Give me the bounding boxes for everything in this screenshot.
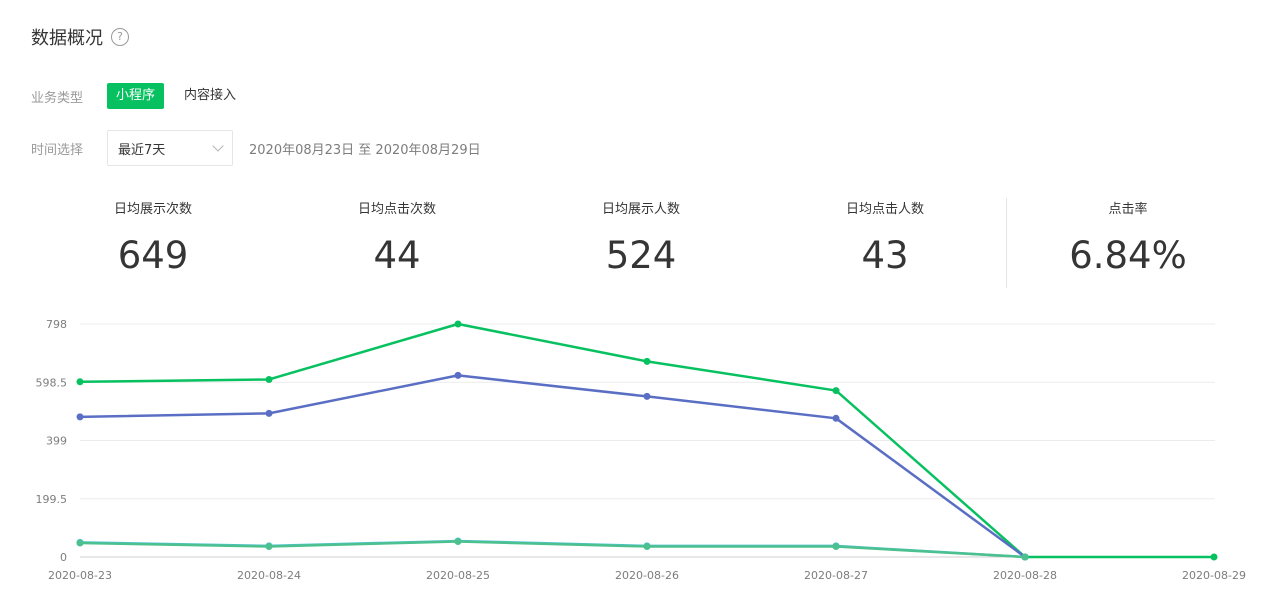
stat-daily-clicks: 日均点击次数 44 [297, 198, 497, 277]
y-tick-label: 0 [60, 551, 67, 564]
x-tick-label: 2020-08-29 [1182, 569, 1246, 582]
business-type-filter: 业务类型 小程序 内容接入 [31, 83, 256, 109]
date-range-text: 2020年08月23日 至 2020年08月29日 [249, 142, 481, 158]
time-filter: 时间选择 最近7天 2020年08月23日 至 2020年08月29日 [31, 130, 481, 166]
stat-daily-impressions: 日均展示次数 649 [53, 198, 253, 277]
x-tick-label: 2020-08-24 [237, 569, 301, 582]
page-title: 数据概况 [31, 28, 103, 49]
y-tick-label: 598.5 [36, 376, 68, 389]
series-point [1021, 553, 1029, 561]
x-tick-label: 2020-08-25 [426, 569, 490, 582]
series-point [454, 371, 462, 379]
page-header: 数据概况 ? [31, 24, 129, 50]
stat-value: 6.84% [1069, 234, 1187, 277]
time-range-select[interactable]: 最近7天 [107, 130, 233, 166]
series-point [1210, 553, 1218, 561]
x-tick-label: 2020-08-26 [615, 569, 679, 582]
y-tick-label: 399 [46, 435, 67, 448]
stats-panel: 日均展示次数 649 日均点击次数 44 日均展示人数 524 日均点击人数 4… [31, 198, 1245, 288]
series-point [76, 539, 84, 547]
stat-value: 649 [117, 234, 189, 277]
series-point [265, 375, 273, 383]
stats-divider [1006, 198, 1007, 288]
stat-label: 日均展示次数 [113, 202, 192, 217]
series-point [832, 414, 840, 422]
trend-line-chart: 0 199.5 399 598.5 798 2020-08-23 2020-08-24 202… [36, 318, 1246, 582]
series-point [643, 392, 651, 400]
series-point [832, 542, 840, 550]
series-point [265, 409, 273, 417]
series-point [265, 542, 273, 550]
y-tick-label: 798 [46, 318, 67, 331]
series-point [643, 542, 651, 550]
y-tick-label: 199.5 [36, 493, 68, 506]
series-point [76, 413, 84, 421]
chevron-down-icon [212, 140, 224, 152]
business-type-label: 业务类型 [31, 90, 84, 106]
series-line [79, 374, 1026, 559]
stat-label: 点击率 [1108, 202, 1148, 217]
x-tick-label: 2020-08-23 [48, 569, 112, 582]
type-miniprogram-button[interactable]: 小程序 [107, 83, 165, 109]
series-line [79, 540, 1026, 559]
stat-value: 43 [861, 234, 909, 277]
series-point [76, 378, 84, 386]
stat-daily-click-users: 日均点击人数 43 [785, 198, 985, 277]
x-tick-label: 2020-08-27 [804, 569, 868, 582]
x-tick-label: 2020-08-28 [993, 569, 1057, 582]
stat-label: 日均点击次数 [357, 202, 436, 217]
stat-value: 524 [605, 234, 677, 277]
series-point [832, 387, 840, 395]
stat-click-rate: 点击率 6.84% [1028, 198, 1228, 277]
help-icon[interactable]: ? [111, 28, 129, 46]
series-point [643, 357, 651, 365]
time-range-value: 最近7天 [118, 142, 166, 158]
stat-value: 44 [373, 234, 421, 277]
stat-label: 日均点击人数 [845, 202, 924, 217]
type-content-button[interactable]: 内容接入 [184, 88, 237, 103]
stat-daily-impression-users: 日均展示人数 524 [541, 198, 741, 277]
stat-label: 日均展示人数 [601, 202, 680, 217]
time-label: 时间选择 [31, 142, 84, 158]
series-point [454, 320, 462, 328]
series-point [454, 538, 462, 546]
